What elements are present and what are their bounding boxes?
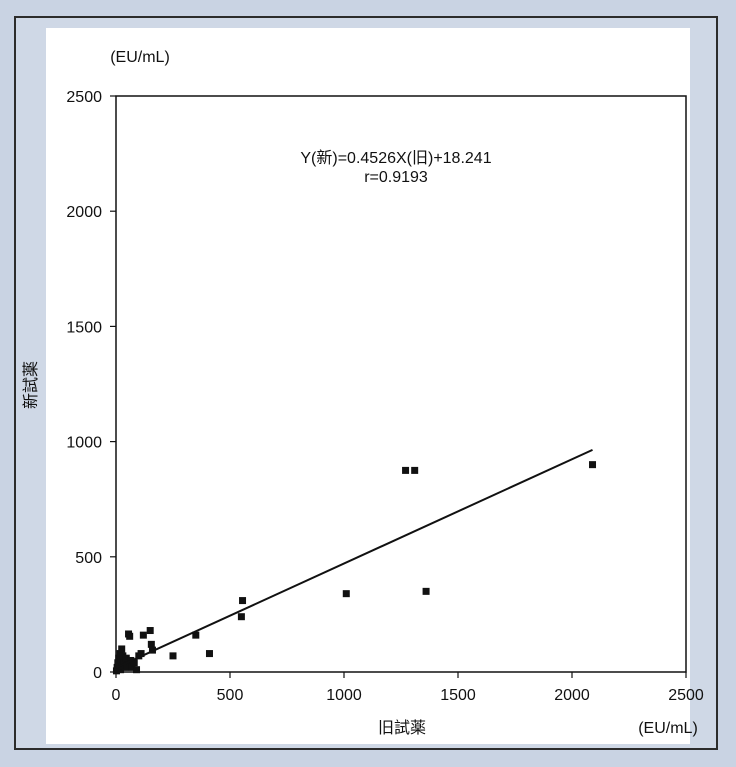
chart-axes xyxy=(115,95,687,673)
regression-line xyxy=(115,448,593,669)
data-point xyxy=(342,590,350,598)
data-point xyxy=(237,613,245,621)
data-point xyxy=(411,466,419,474)
x-axis-unit: (EU/mL) xyxy=(638,720,698,737)
data-point xyxy=(422,587,430,595)
x-tick-label: 2000 xyxy=(554,687,590,704)
y-tick-label: 1000 xyxy=(66,435,102,452)
y-tick-label: 2500 xyxy=(66,89,102,106)
correlation-coefficient: r=0.9193 xyxy=(364,169,428,186)
y-axis-label: 新試薬 xyxy=(22,361,40,409)
data-point xyxy=(146,627,154,635)
y-tick-label: 2000 xyxy=(66,204,102,221)
data-point xyxy=(205,650,213,658)
data-point xyxy=(137,650,145,658)
x-tick-label: 500 xyxy=(217,687,244,704)
x-axis-label: 旧試薬 xyxy=(378,719,426,737)
data-point xyxy=(122,654,130,662)
chart-card xyxy=(46,28,690,744)
data-point xyxy=(169,652,177,660)
y-tick-label: 1500 xyxy=(66,319,102,336)
data-point xyxy=(128,663,136,671)
x-tick-label: 0 xyxy=(112,687,121,704)
data-point xyxy=(133,666,141,674)
data-point xyxy=(118,645,126,653)
x-axis-ticks: 0 500 1000 1500 2000 2500 xyxy=(112,672,704,704)
data-point xyxy=(589,461,597,469)
data-point xyxy=(126,632,134,640)
data-points xyxy=(112,461,597,675)
x-tick-label: 2500 xyxy=(668,687,704,704)
data-point xyxy=(123,661,131,669)
y-axis-ticks: 0 500 1000 1500 2000 2500 xyxy=(66,89,116,682)
plot-area-border xyxy=(115,95,687,673)
x-tick-label: 1000 xyxy=(326,687,362,704)
y-axis-unit: (EU/mL) xyxy=(110,49,170,66)
y-tick-label: 0 xyxy=(93,665,102,682)
data-point xyxy=(130,659,138,667)
data-point xyxy=(147,640,155,648)
regression-equation: Y(新)=0.4526X(旧)+18.241 xyxy=(300,149,491,167)
data-point xyxy=(192,631,200,639)
x-tick-label: 1500 xyxy=(440,687,476,704)
data-point xyxy=(402,466,410,474)
y-tick-label: 500 xyxy=(75,550,102,567)
data-point xyxy=(139,631,147,639)
data-point xyxy=(239,597,247,605)
